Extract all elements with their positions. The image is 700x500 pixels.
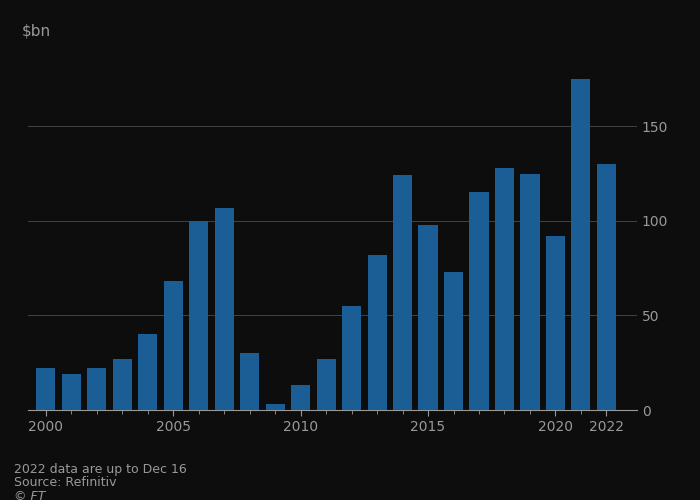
Bar [164, 282, 183, 410]
Text: $bn: $bn [22, 24, 51, 39]
Bar [138, 334, 158, 410]
Bar [113, 359, 132, 410]
Bar [36, 368, 55, 410]
Bar [393, 176, 412, 410]
Bar [62, 374, 81, 410]
Bar [546, 236, 565, 410]
Bar [240, 353, 259, 410]
Bar [444, 272, 463, 410]
Bar [189, 221, 209, 410]
Bar [342, 306, 361, 410]
Bar [291, 386, 310, 410]
Bar [571, 79, 591, 410]
Text: Source: Refinitiv: Source: Refinitiv [14, 476, 116, 489]
Bar [316, 359, 336, 410]
Text: © FT: © FT [14, 490, 46, 500]
Bar [368, 255, 386, 410]
Bar [597, 164, 616, 410]
Bar [520, 174, 540, 410]
Bar [419, 224, 438, 410]
Bar [470, 192, 489, 410]
Bar [265, 404, 285, 410]
Text: 2022 data are up to Dec 16: 2022 data are up to Dec 16 [14, 462, 187, 475]
Bar [215, 208, 234, 410]
Bar [88, 368, 106, 410]
Bar [495, 168, 514, 410]
